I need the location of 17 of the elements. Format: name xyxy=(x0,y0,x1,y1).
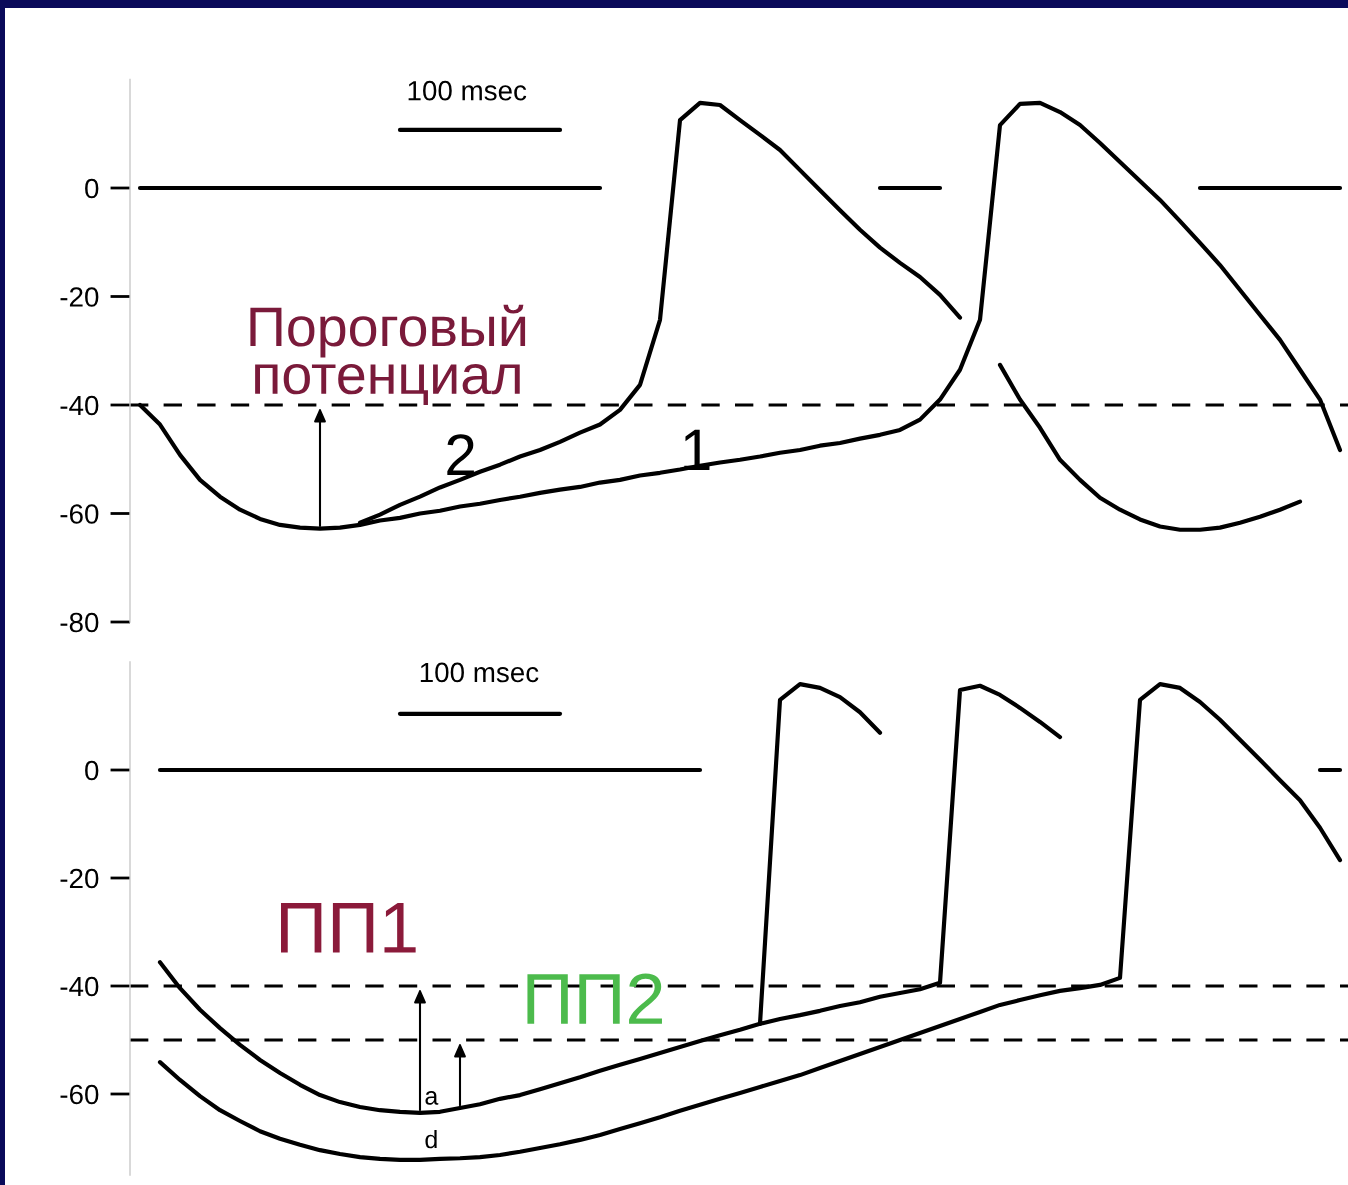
y-tick-label: 0 xyxy=(85,760,99,781)
annotation: 2 xyxy=(447,434,474,475)
annotation: 100 msec xyxy=(408,80,527,101)
y-tick-label: -60 xyxy=(60,504,99,524)
y-tick-label: -40 xyxy=(60,395,99,416)
annotation: d xyxy=(425,1130,437,1149)
annotation: ПП1 xyxy=(281,902,416,953)
annotation: 100 msec xyxy=(420,662,539,683)
y-tick-label: -80 xyxy=(60,612,99,633)
annotation: ПП2 xyxy=(527,973,662,1024)
y-tick-label: -40 xyxy=(60,976,99,997)
y-tick-label: -20 xyxy=(60,868,99,889)
y-tick-label: -60 xyxy=(60,1084,99,1105)
annotation: a xyxy=(425,1091,439,1105)
y-tick-label: 0 xyxy=(85,178,99,199)
annotation: Пороговый потенциал xyxy=(250,304,526,405)
y-tick-label: -20 xyxy=(60,287,99,307)
